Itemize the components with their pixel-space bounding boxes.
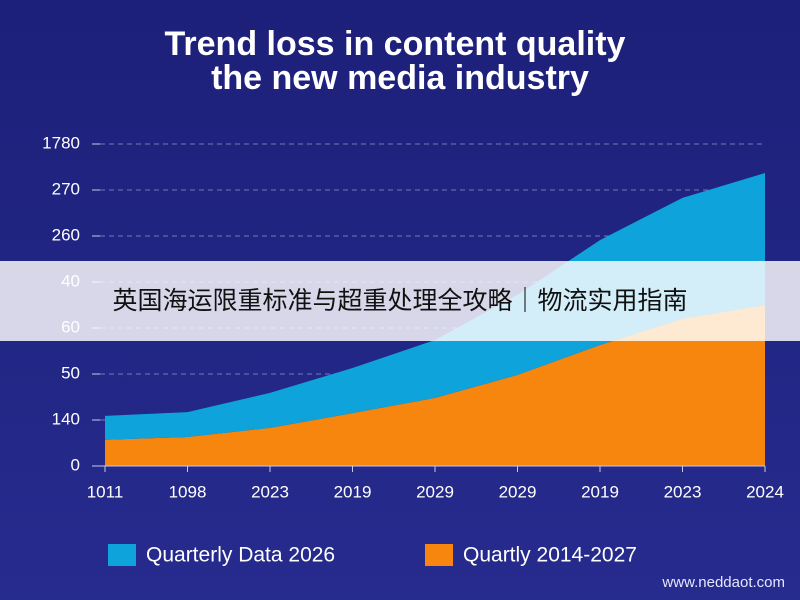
legend: Quarterly Data 2026 Quartly 2014‑2027: [108, 544, 637, 567]
y-tick-label: 260: [52, 225, 80, 244]
y-tick-label: 270: [52, 179, 80, 198]
legend-label: Quartly 2014‑2027: [463, 544, 637, 567]
legend-label: Quarterly Data 2026: [146, 544, 335, 567]
x-tick-label: 2023: [251, 482, 289, 501]
y-tick-label: 140: [52, 409, 80, 428]
x-tick-label: 2019: [334, 482, 372, 501]
x-tick-label: 2019: [581, 482, 619, 501]
banner-text: 英国海运限重标准与超重处理全攻略｜物流实用指南: [112, 286, 687, 315]
x-tick-label: 2029: [416, 482, 454, 501]
y-tick-label: 0: [71, 455, 80, 474]
y-tick-label: 1780: [42, 133, 80, 152]
chart-title: the new media industry: [211, 59, 589, 97]
y-tick-label: 50: [61, 363, 80, 382]
banner-band: [0, 261, 800, 341]
x-tick-label: 2023: [664, 482, 702, 501]
area: [105, 305, 765, 466]
x-tick-label: 1011: [87, 482, 124, 501]
watermark: www.neddaot.com: [661, 574, 785, 591]
legend-swatch: [108, 544, 136, 566]
legend-swatch: [425, 544, 453, 566]
x-tick-label: 2024: [746, 482, 784, 501]
x-tick-label: 1098: [169, 482, 207, 501]
x-tick-label: 2029: [499, 482, 537, 501]
chart-title: Trend loss in content quality: [165, 25, 626, 63]
